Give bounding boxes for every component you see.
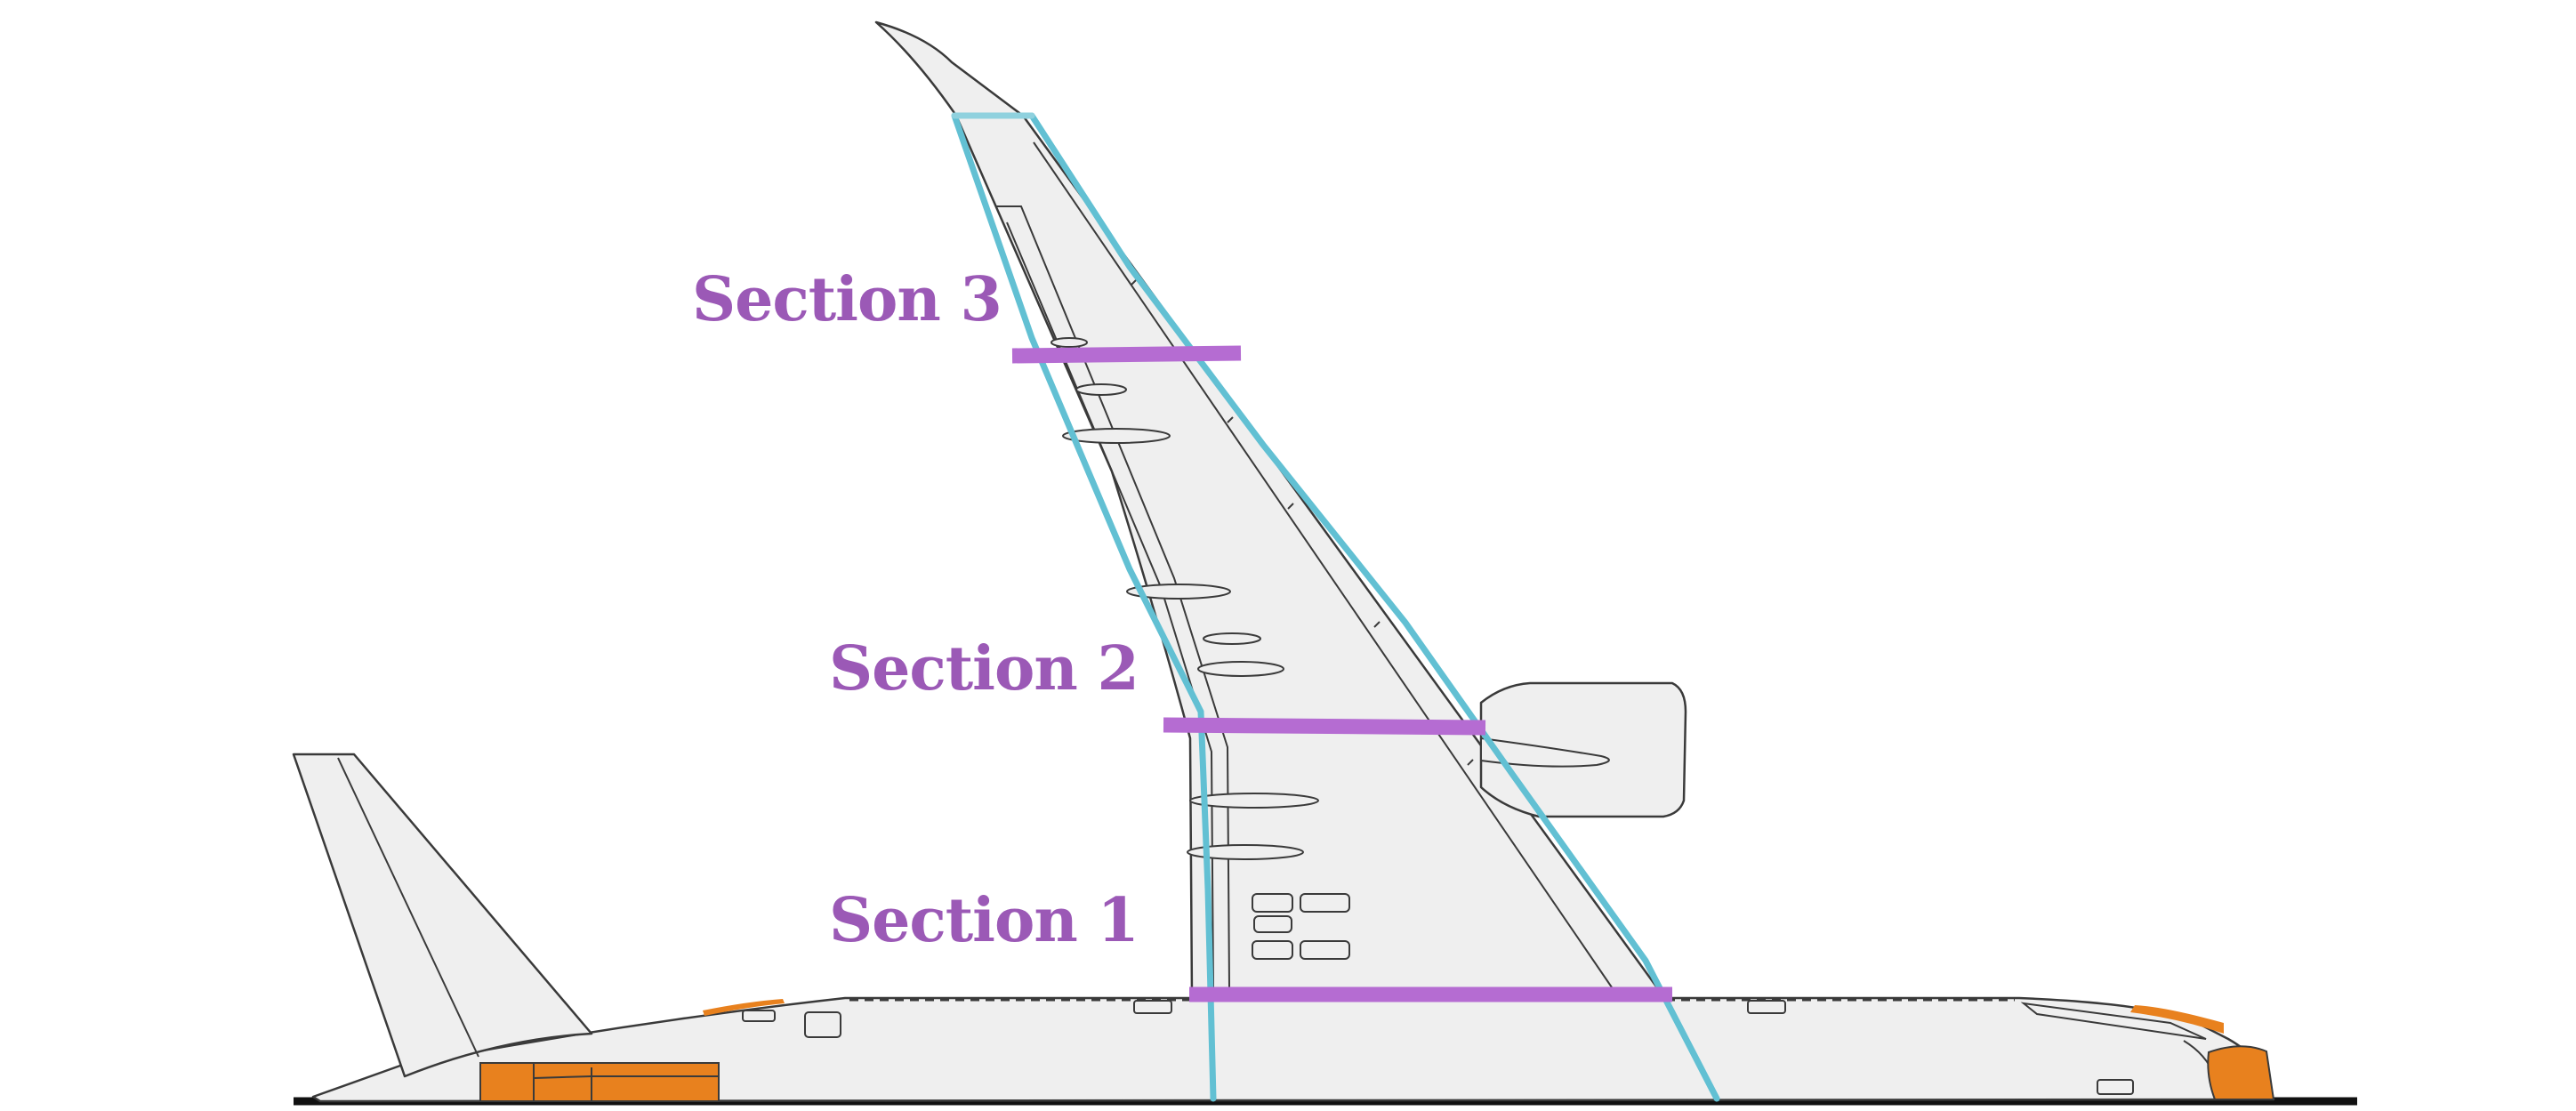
flap-fairing [1062, 428, 1171, 444]
fuselage-door [1133, 1000, 1172, 1014]
flap-fairing [1189, 793, 1319, 809]
engine-nacelle [1479, 681, 1687, 818]
fuselage-door [1747, 1000, 1786, 1014]
nose-cap-highlight [2130, 1005, 2224, 1034]
section-3-cut-line [1011, 345, 1242, 364]
section-2-label: Section 2 [829, 633, 1139, 704]
actuator-box [1253, 915, 1292, 933]
actuator-box [1252, 940, 1293, 960]
actuator-box [1300, 893, 1350, 913]
flap-fairing [1126, 584, 1231, 600]
flap-fairing [1075, 383, 1127, 396]
section-1-label: Section 1 [829, 885, 1139, 956]
engine-pylon [1480, 737, 1610, 768]
vertical-tail [292, 753, 593, 1078]
tail-cone-detail [533, 1075, 719, 1079]
flap-fairing [1197, 661, 1284, 677]
wing-trailing-structure [996, 205, 1230, 988]
fuselage-door [804, 1011, 841, 1038]
cockpit-window [2020, 1002, 2207, 1040]
section-2-cut-line [1163, 717, 1486, 736]
rear-spar-line [951, 112, 1217, 1102]
actuator-box [1300, 940, 1350, 960]
section-3-label: Section 3 [692, 264, 1002, 335]
fuselage-door [2097, 1079, 2134, 1095]
flap-fairing [1203, 632, 1261, 645]
flap-fairing [1187, 844, 1304, 860]
wing-root-highlight [703, 999, 785, 1016]
wing-trailing-structure [1006, 221, 1214, 988]
wing-leading-edge-line [1033, 141, 1613, 988]
tail-cone-highlight [479, 1062, 720, 1102]
fuselage-door [742, 1010, 776, 1022]
actuator-box [1252, 893, 1293, 913]
vertical-tail-rudder-line [337, 757, 479, 1058]
front-spar-line [1028, 112, 1720, 1102]
nose-highlight [2207, 1045, 2275, 1100]
flap-fairing [1051, 337, 1088, 348]
wing-leading-edge-ticks [1131, 278, 1474, 766]
